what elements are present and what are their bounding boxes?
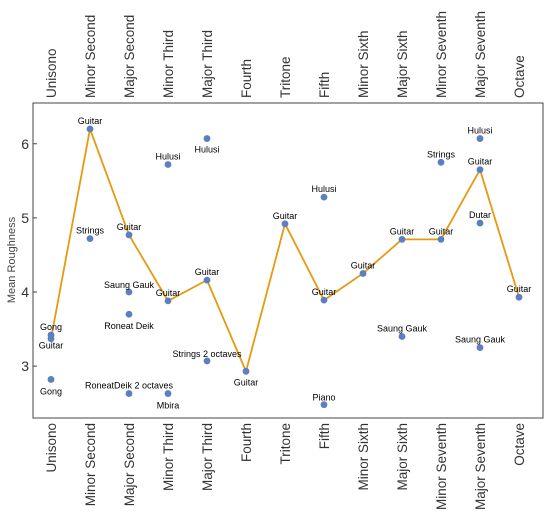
data-point	[398, 235, 406, 243]
top-tick-label: Unisono	[44, 48, 59, 98]
data-point	[47, 376, 55, 383]
bottom-tick-label: Major Seventh	[473, 423, 488, 510]
data-point	[398, 333, 406, 340]
point-label: Guitar	[156, 288, 181, 298]
point-label: Saung Gauk	[377, 323, 428, 333]
guitar-series-line	[50, 125, 520, 375]
top-tick-label: Tritone	[278, 56, 293, 98]
bottom-tick-label: Major Third	[200, 423, 215, 491]
point-label: Dutar	[469, 210, 491, 220]
point-label: Gong	[40, 386, 62, 396]
data-point	[125, 390, 133, 397]
point-label: Strings	[427, 149, 456, 159]
data-point	[476, 166, 484, 174]
point-label: Guitar	[351, 260, 376, 270]
point-label: Guitar	[468, 157, 493, 167]
data-point	[203, 357, 211, 365]
point-label: Guitar	[429, 226, 454, 236]
data-point	[125, 288, 133, 296]
top-tick-label: Major Sixth	[395, 30, 410, 98]
data-point	[320, 401, 328, 409]
data-point	[164, 297, 172, 305]
top-tick-label: Major Third	[200, 30, 215, 98]
point-label: Guitar	[78, 116, 103, 126]
data-point	[515, 293, 523, 301]
bottom-tick-label: Fourth	[239, 423, 254, 462]
point-label: Guitar	[390, 226, 415, 236]
top-tick-label: Minor Seventh	[434, 11, 449, 98]
top-tick-label: Octave	[512, 55, 527, 98]
top-tick-label: Minor Third	[161, 30, 176, 98]
point-label: Hulusi	[155, 152, 180, 162]
point-label: Guitar	[507, 284, 532, 294]
point-label: Guitar	[117, 222, 142, 232]
y-axis-label: Mean Roughness	[6, 216, 18, 303]
top-tick-label: Fifth	[317, 72, 332, 98]
data-point	[281, 220, 289, 228]
point-label: Hulusi	[194, 145, 219, 155]
top-tick-label: Minor Second	[83, 15, 98, 98]
bottom-tick-label: Major Second	[122, 423, 137, 506]
bottom-tick-labels: Unisono Minor Second Major Second Minor Thi…	[44, 423, 527, 510]
top-tick-label: Major Second	[122, 15, 137, 98]
point-label: Guitar	[273, 211, 298, 221]
data-point	[203, 135, 211, 142]
data-point	[164, 390, 172, 397]
data-point	[203, 276, 211, 284]
y-tick-label: 4	[21, 284, 29, 300]
plot-frame	[32, 102, 544, 419]
y-tick-labels: 3 4 5 6	[21, 136, 37, 374]
bottom-tick-label: Minor Second	[83, 423, 98, 506]
bottom-tick-label: Tritone	[278, 423, 293, 465]
data-point	[320, 193, 328, 201]
y-tick-label: 5	[21, 210, 29, 226]
data-point	[476, 344, 484, 351]
point-label: Piano	[312, 393, 335, 403]
data-point	[47, 335, 55, 343]
bottom-tick-label: Major Sixth	[395, 423, 410, 491]
point-label: Saung Gauk	[104, 280, 155, 290]
point-label: Hulusi	[311, 184, 336, 194]
data-point	[86, 235, 94, 243]
data-point	[476, 135, 484, 142]
data-point	[320, 296, 328, 304]
point-label: Mbira	[157, 401, 180, 411]
point-label: Guitar	[39, 341, 64, 351]
data-points	[47, 125, 523, 409]
data-point	[125, 231, 133, 239]
point-label: Saung Gauk	[455, 335, 506, 345]
point-label: Guitar	[312, 287, 337, 297]
bottom-tick-label: Minor Third	[161, 423, 176, 491]
top-tick-label: Minor Sixth	[356, 30, 371, 98]
data-point	[476, 219, 484, 227]
data-point	[86, 125, 94, 133]
point-label: Gong	[40, 322, 62, 332]
data-point	[242, 367, 250, 375]
point-label: Strings 2 octaves	[172, 349, 242, 359]
y-tick-label: 3	[21, 358, 29, 374]
data-point	[359, 270, 367, 277]
top-tick-label: Major Seventh	[473, 11, 488, 98]
point-label: Strings	[76, 226, 105, 236]
point-label: Hulusi	[467, 126, 492, 136]
top-tick-labels: Unisono Minor Second Major Second Minor Thi…	[44, 11, 527, 98]
bottom-tick-label: Fifth	[317, 423, 332, 449]
point-label: Roneat Deik	[104, 321, 154, 331]
point-label: RoneatDeik 2 octaves	[85, 381, 174, 391]
y-tick-label: 6	[21, 136, 29, 152]
bottom-tick-label: Octave	[512, 423, 527, 466]
point-label: Guitar	[195, 267, 220, 277]
top-tick-label: Fourth	[239, 59, 254, 98]
data-point	[125, 310, 133, 318]
data-point	[164, 161, 172, 168]
data-point	[437, 235, 445, 243]
data-point	[437, 158, 445, 166]
point-label: Guitar	[234, 377, 259, 387]
bottom-tick-label: Minor Seventh	[434, 423, 449, 510]
bottom-tick-label: Unisono	[44, 423, 59, 473]
bottom-tick-label: Minor Sixth	[356, 423, 371, 491]
